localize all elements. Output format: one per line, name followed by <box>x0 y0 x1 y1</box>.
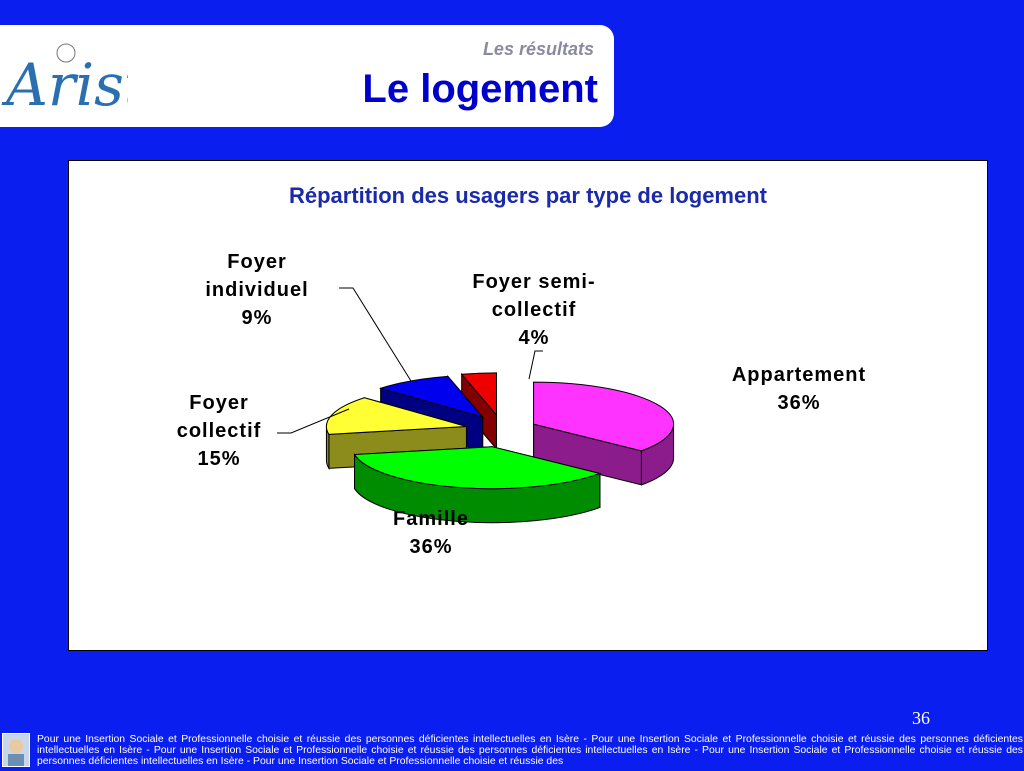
page-number: 36 <box>912 708 930 728</box>
pie-slice-appartement <box>533 381 675 486</box>
chart-title: Répartition des usagers par type de loge… <box>288 183 767 208</box>
page-subtitle: Les résultats <box>482 39 594 59</box>
leader-line-foyer-semi <box>528 350 543 380</box>
footer-band: Pour une Insertion Sociale et Profession… <box>0 731 1024 768</box>
leader-line-foyer-collectif <box>277 408 350 434</box>
mascot-image <box>2 733 30 767</box>
label-foyer-individuel: Foyer individuel 9% <box>205 251 309 329</box>
footer-text: Pour une Insertion Sociale et Profession… <box>37 734 1023 767</box>
logo-text: Arist <box>1 51 128 119</box>
label-foyer-collectif: Foyer collectif 15% <box>176 392 262 470</box>
pie-chart <box>277 287 675 524</box>
label-famille: Famille 36% <box>393 508 469 558</box>
pie-slice-foyer-semi-collectif <box>460 372 497 451</box>
leader-line-foyer-individuel <box>339 287 412 382</box>
arist-logo: Arist <box>1 43 148 119</box>
title-panel: Les résultats Le logement <box>128 25 614 127</box>
label-foyer-semi-collectif: Foyer semi- collectif 4% <box>472 271 596 349</box>
label-appartement: Appartement 36% <box>731 364 867 414</box>
logo-panel: Arist <box>0 25 148 127</box>
pie-slice-famille <box>353 446 602 524</box>
page-title: Le logement <box>362 67 598 111</box>
chart-panel: Répartition des usagers par type de loge… <box>68 160 988 651</box>
